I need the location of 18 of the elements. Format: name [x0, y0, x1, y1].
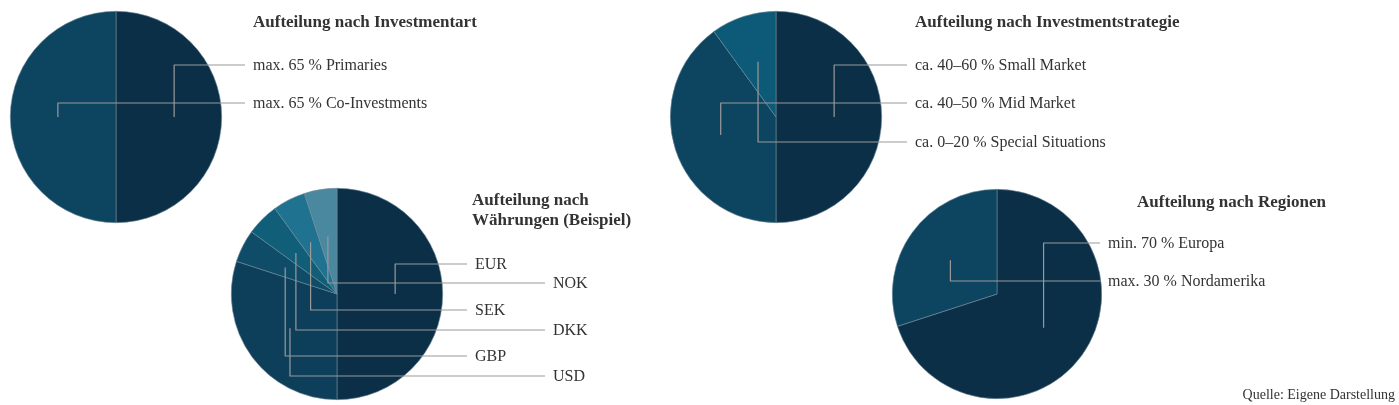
slice-label: max. 30 % Nordamerika — [1108, 271, 1266, 291]
slice-label: min. 70 % Europa — [1108, 233, 1225, 253]
slice-label: USD — [553, 366, 586, 386]
slice-label: NOK — [553, 273, 588, 293]
slice-label: ca. 40–60 % Small Market — [915, 55, 1087, 75]
slice-label: max. 65 % Primaries — [253, 55, 388, 75]
chart-title: Aufteilung nach Investmentstrategie — [915, 12, 1181, 32]
slice-label: ca. 0–20 % Special Situations — [915, 132, 1106, 152]
chart-title: Aufteilung nach Regionen — [1137, 192, 1327, 212]
source-note: Quelle: Eigene Darstellung — [1242, 387, 1395, 403]
slice-label: DKK — [553, 320, 588, 340]
slice-label: GBP — [475, 346, 507, 366]
slice-label: SEK — [475, 300, 506, 320]
slice-label: max. 65 % Co-Investments — [253, 93, 428, 113]
chart-title: Aufteilung nach Investmentart — [253, 12, 478, 32]
slice-label: ca. 40–50 % Mid Market — [915, 93, 1076, 113]
text: Aufteilung nach Währungen (Beispiel) — [472, 190, 633, 230]
slice-label: EUR — [475, 254, 507, 274]
